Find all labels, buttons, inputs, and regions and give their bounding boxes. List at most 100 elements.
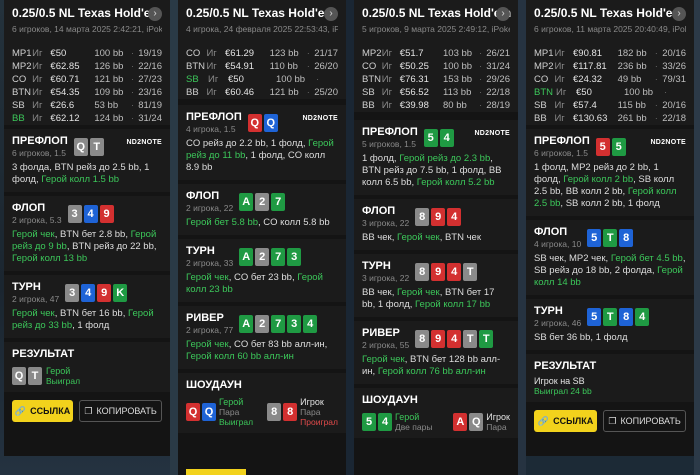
hand-subtitle: 5 игроков, 9 марта 2025 2:49:12, iPoker [362, 24, 510, 34]
playing-card: 8 [415, 207, 430, 226]
player-stack-bb: 109 bb [94, 87, 124, 98]
street-title: ФЛОП [362, 205, 396, 217]
separator-dot: · [130, 48, 135, 59]
playing-card: 7 [271, 314, 286, 333]
separator-dot: · [654, 113, 658, 124]
playing-card: 5 [423, 128, 438, 147]
player-stack: €60.71 [50, 74, 80, 85]
copy-button[interactable]: ❐ КОПИРОВАТЬ [603, 410, 686, 432]
player-row[interactable]: MP2 Иг €62.85 126 bb · 22/16 [12, 60, 162, 73]
playing-card: 4 [378, 413, 392, 431]
hero-action: Герой бет 5.8 bb [186, 217, 259, 228]
chevron-right-icon[interactable]: › [496, 7, 510, 21]
street-pot: 2 игрока, 5.3 [12, 215, 62, 225]
player-type: Иг [556, 87, 567, 98]
player-row[interactable]: BTN Иг €54.91 110 bb · 26/20 [186, 60, 338, 73]
player-position: BB [534, 113, 547, 124]
player-row[interactable]: BTN Иг €54.35 109 bb · 23/16 [12, 86, 162, 99]
chevron-right-icon[interactable]: › [148, 7, 162, 21]
result-section: РЕЗУЛЬТАТ Игрок на SB Выиграл 24 bb [526, 354, 694, 402]
player-row[interactable]: CO Иг €61.29 123 bb · 21/17 [186, 47, 338, 60]
showdown-section: ШОУДАУН 5 4 Герой Две пары A Q Игрок Пара [354, 388, 518, 438]
player-row[interactable]: MP1 Иг €90.81 182 bb · 20/16 [534, 47, 686, 60]
showdown-hero-name: Герой [395, 412, 420, 422]
link-button[interactable]: 🔗 ССЫЛКА [534, 410, 598, 432]
player-type: Иг [554, 61, 565, 72]
player-row[interactable]: BB Иг €39.98 80 bb · 28/19 [362, 99, 510, 112]
player-row[interactable]: CO Иг €24.32 49 bb · 79/31 [534, 73, 686, 86]
street-pot: 2 игрока, 46 [534, 318, 582, 328]
playing-card: A [239, 192, 254, 211]
playing-card: 3 [287, 247, 302, 266]
player-row[interactable]: BB Иг €60.46 121 bb · 25/20 [186, 86, 338, 99]
player-type: Иг [32, 113, 43, 124]
street-title: РИВЕР [186, 312, 224, 324]
copy-button-label: КОПИРОВАТЬ [96, 406, 157, 416]
player-stack-bb: 80 bb [443, 100, 467, 111]
chevron-right-icon[interactable]: › [672, 7, 686, 21]
player-row[interactable]: CO Иг €60.71 121 bb · 27/23 [12, 73, 162, 86]
street-actions: 3 фолда, BTN рейз до 2.5 bb, 1 фолд, Гер… [12, 162, 162, 186]
player-stats: 29/26 [486, 74, 510, 85]
result-title: РЕЗУЛЬТАТ [12, 348, 75, 360]
player-stack-bb: 110 bb [269, 61, 298, 72]
hero-action: Герой чек [186, 272, 229, 283]
player-row[interactable]: BB Иг €130.63 261 bb · 22/18 [534, 112, 686, 125]
playing-card: 9 [99, 204, 114, 223]
link-button[interactable]: 🔗 ССЫЛКА [12, 400, 74, 422]
hero-action: Герой чек [396, 287, 440, 298]
separator-dot: · [306, 48, 310, 59]
player-stack-bb: 124 bb [94, 113, 124, 124]
link-button-label: ССЫЛКА [30, 406, 71, 416]
link-button-partial[interactable] [186, 469, 246, 475]
playing-card: 5 [595, 137, 610, 156]
player-row[interactable]: SB Иг €57.4 115 bb · 20/16 [534, 99, 686, 112]
result-winner: Игрок на SB [534, 376, 585, 386]
playing-card: Q [263, 113, 278, 132]
playing-card: 3 [65, 283, 80, 302]
playing-card: 9 [431, 329, 446, 348]
player-row[interactable]: SB Иг €56.52 113 bb · 22/18 [362, 86, 510, 99]
player-row[interactable]: SB Иг €26.6 53 bb · 81/19 [12, 99, 162, 112]
playing-card: T [28, 367, 42, 385]
player-stats: 28/19 [486, 100, 510, 111]
player-stats: 25/20 [314, 87, 338, 98]
action-text: , BTN бет 17 bb, 1 фолд, [362, 287, 495, 310]
player-position: SB [362, 87, 375, 98]
player-row[interactable]: MP2 Иг €117.81 236 bb · 33/26 [534, 60, 686, 73]
player-row[interactable]: BTN Иг €76.31 153 bb · 29/26 [362, 73, 510, 86]
player-row[interactable]: SB Иг €50 100 bb · [186, 73, 338, 86]
action-text: , BTN бет 16 bb, [54, 308, 128, 319]
hero-action: Герой чек [396, 232, 440, 243]
street-title: ПРЕФЛОП [534, 135, 590, 147]
player-row[interactable]: BTN Иг €50 100 bb · [534, 86, 686, 99]
playing-card: T [463, 329, 478, 348]
separator-dot: · [130, 100, 135, 111]
hand2note-logo: ND2NOTE [650, 139, 686, 146]
playing-card: 2 [255, 247, 270, 266]
playing-card: 4 [303, 314, 318, 333]
player-position: BTN [186, 61, 205, 72]
playing-card: 4 [439, 128, 454, 147]
action-text: , SB колл 2 bb, 1 фолд [560, 198, 660, 209]
player-position: SB [186, 74, 199, 85]
action-text: CO рейз до 2.2 bb, 1 фолд, [186, 138, 309, 149]
player-position: BB [186, 87, 199, 98]
player-position: BTN [534, 87, 553, 98]
street-pot: 6 игроков, 1.5 [12, 148, 66, 158]
player-row[interactable]: MP2 Иг €51.7 103 bb · 26/21 [362, 47, 510, 60]
player-row[interactable]: BB Иг €62.12 124 bb · 31/24 [12, 112, 162, 125]
hero-action: Герой рейз до 11 bb [186, 138, 334, 161]
player-row[interactable]: CO Иг €50.25 100 bb · 31/24 [362, 60, 510, 73]
action-text: , CO бет 23 bb, [228, 272, 298, 283]
player-stats: 21/17 [314, 48, 338, 59]
player-stack: €130.63 [573, 113, 608, 124]
action-text: SB чек, MP2 чек, [534, 253, 611, 264]
hero-action: Герой рейз до 33 bb [12, 308, 154, 331]
player-type: Иг [381, 48, 393, 59]
player-row[interactable]: MP1 Иг €50 100 bb · 19/19 [12, 47, 162, 60]
copy-button[interactable]: ❐ КОПИРОВАТЬ [79, 400, 162, 422]
showdown-opp-name: Игрок [486, 412, 510, 422]
playing-card: 3 [67, 204, 82, 223]
chevron-right-icon[interactable]: › [324, 7, 338, 21]
